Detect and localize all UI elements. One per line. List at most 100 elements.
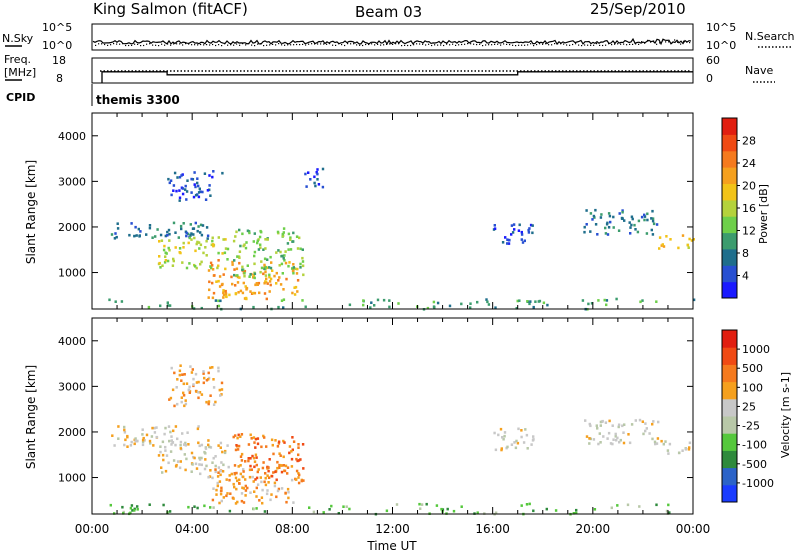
scatter-cell — [531, 439, 535, 442]
scatter-cell — [196, 427, 200, 431]
scatter-cell — [223, 251, 227, 255]
scatter-cell — [269, 255, 272, 259]
scatter-cell — [264, 274, 268, 277]
scatter-cell — [589, 424, 592, 428]
scatter-cell — [255, 476, 259, 480]
scatter-cell — [179, 460, 182, 463]
scatter-cell — [515, 439, 518, 443]
scatter-cell — [133, 234, 136, 238]
station-title: King Salmon (fitACF) — [93, 0, 248, 18]
colorbar-swatch — [722, 330, 737, 348]
scatter-cell — [599, 424, 602, 427]
colorbar-swatch — [722, 199, 737, 217]
scatter-cell — [295, 272, 299, 275]
scatter-cell — [211, 281, 214, 285]
scatter-cell — [200, 260, 203, 264]
scatter-cell — [278, 276, 281, 279]
scatter-cell — [395, 503, 399, 506]
colorbar-tick-label: 4 — [742, 270, 749, 283]
scatter-cell — [225, 295, 228, 299]
scatter-cell — [196, 506, 199, 510]
scatter-cell — [165, 454, 169, 457]
scatter-cell — [642, 432, 645, 436]
nsearch-dot — [548, 44, 550, 46]
scatter-cell — [224, 449, 227, 453]
scatter-cell — [278, 264, 281, 267]
scatter-cell — [503, 431, 507, 434]
nsearch-dot — [629, 43, 631, 45]
scatter-cell — [512, 223, 516, 226]
nsearch-dot — [188, 43, 190, 45]
scatter-cell — [630, 223, 633, 227]
scatter-cell — [606, 233, 610, 236]
scatter-cell — [153, 431, 157, 434]
scatter-cell — [180, 174, 183, 177]
scatter-cell — [385, 509, 389, 513]
scatter-cell — [142, 436, 145, 440]
scatter-cell — [204, 458, 207, 461]
nsearch-dot — [584, 44, 586, 46]
scatter-cell — [197, 391, 200, 394]
scatter-cell — [164, 426, 167, 430]
scatter-cell — [225, 478, 228, 481]
nsky-line — [92, 37, 692, 46]
nsearch-dot — [170, 44, 172, 46]
scatter-cell — [218, 388, 221, 392]
scatter-cell — [224, 267, 227, 271]
nsearch-dot — [641, 41, 643, 43]
nsearch-dot — [383, 44, 385, 46]
scatter-cell — [214, 455, 217, 458]
scatter-cell — [242, 475, 245, 479]
scatter-cell — [274, 470, 277, 474]
scatter-cell — [628, 221, 631, 224]
freq-series — [101, 71, 693, 83]
scatter-cell — [198, 187, 201, 191]
scatter-cell — [221, 470, 225, 473]
scatter-cell — [219, 299, 222, 303]
scatter-cell — [502, 437, 505, 441]
scatter-cell — [207, 371, 210, 375]
scatter-cell — [178, 196, 182, 200]
scatter-cell — [136, 439, 139, 443]
scatter-cell — [249, 290, 252, 293]
scatter-cell — [188, 391, 191, 394]
scatter-cell — [296, 267, 299, 271]
scatter-cell — [506, 445, 509, 449]
nsearch-dot — [521, 44, 523, 46]
scatter-cell — [259, 476, 262, 479]
scatter-cell — [370, 301, 373, 304]
scatter-cell — [220, 393, 223, 396]
nsearch-dot — [335, 44, 337, 46]
scatter-cell — [193, 183, 196, 186]
nsearch-dot — [485, 44, 487, 46]
scatter-cell — [666, 449, 670, 452]
nsearch-dot — [251, 44, 253, 46]
scatter-cell — [283, 469, 287, 473]
scatter-cell — [317, 183, 321, 186]
scatter-cell — [253, 465, 256, 469]
scatter-cell — [177, 236, 180, 239]
scatter-cell — [585, 435, 589, 438]
scatter-cell — [207, 402, 210, 406]
nsearch-dot — [431, 44, 433, 47]
scatter-cell — [668, 442, 672, 446]
scatter-cell — [617, 229, 621, 232]
scatter-cell — [295, 469, 299, 473]
scatter-cell — [309, 178, 312, 181]
nsearch-dot — [356, 44, 358, 46]
scatter-cell — [452, 509, 456, 513]
nsearch-dot — [200, 43, 202, 46]
scatter-cell — [260, 260, 263, 263]
scatter-cell — [180, 227, 183, 231]
nsearch-dot — [311, 43, 313, 45]
nsearch-dot — [428, 43, 430, 45]
scatter-cell — [279, 454, 282, 457]
scatter-cell — [299, 262, 302, 266]
scatter-cell — [204, 447, 208, 450]
scatter-cell — [291, 269, 295, 273]
nsearch-tick-top: 10^5 — [706, 21, 736, 34]
scatter-cell — [237, 465, 240, 468]
scatter-cell — [246, 486, 249, 490]
beam-title: Beam 03 — [355, 3, 422, 21]
